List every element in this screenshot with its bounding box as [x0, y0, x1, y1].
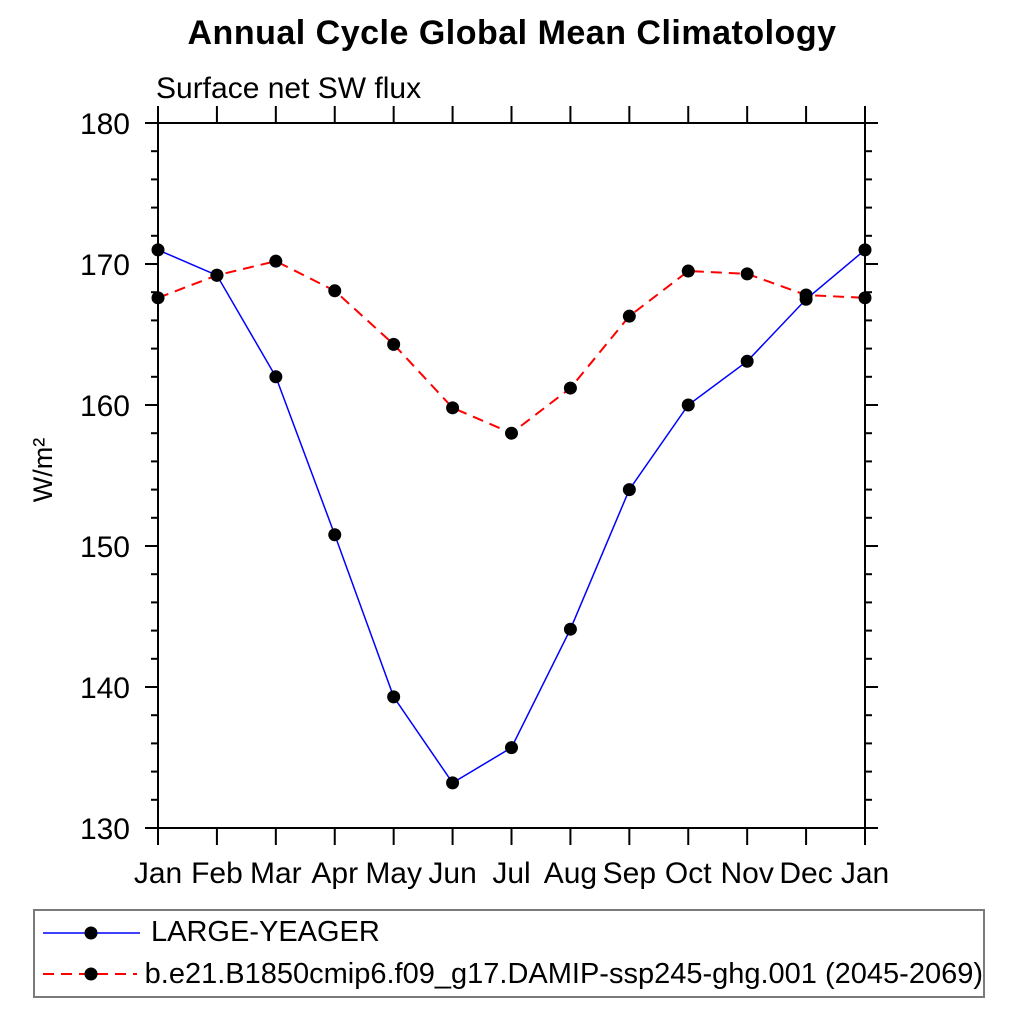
x-tick-label: Apr	[311, 857, 358, 890]
legend-box: LARGE-YEAGER b.e21.B1850cmip6.f09_g17.DAM…	[33, 909, 985, 998]
x-tick-label: Jul	[492, 857, 530, 890]
x-tick-label: Jun	[428, 857, 476, 890]
x-tick-label: Mar	[250, 857, 302, 890]
data-point-marker	[446, 401, 460, 415]
data-point-marker	[151, 243, 165, 257]
legend-label: LARGE-YEAGER	[151, 916, 380, 949]
y-tick-label: 140	[80, 672, 130, 705]
legend-item: b.e21.B1850cmip6.f09_g17.DAMIP-ssp245-gh…	[43, 954, 983, 994]
legend-line-swatch	[43, 967, 137, 981]
legend-item: LARGE-YEAGER	[43, 913, 983, 953]
data-point-marker	[210, 268, 224, 282]
x-tick-label: Aug	[544, 857, 597, 890]
y-tick-label: 130	[80, 813, 130, 846]
data-point-marker	[269, 254, 283, 268]
data-point-marker	[505, 741, 518, 755]
legend-marker-icon	[84, 926, 98, 940]
plot-frame	[157, 122, 866, 829]
data-point-marker	[563, 622, 577, 636]
y-tick-label: 170	[80, 249, 130, 282]
x-tick-label: Feb	[191, 857, 243, 890]
x-tick-label: Nov	[720, 857, 773, 890]
data-point-marker	[740, 267, 754, 281]
x-tick-label: May	[365, 857, 422, 890]
chart-subtitle: Surface net SW flux	[156, 72, 422, 105]
data-point-marker	[151, 291, 165, 305]
legend-label: b.e21.B1850cmip6.f09_g17.DAMIP-ssp245-gh…	[144, 957, 983, 990]
data-point-marker	[269, 370, 283, 384]
series-line-large-yeager	[157, 249, 866, 784]
data-point-marker	[858, 291, 872, 305]
y-tick-label: 180	[80, 108, 130, 141]
data-point-marker	[799, 288, 813, 302]
data-point-marker	[446, 776, 460, 790]
data-point-marker	[387, 337, 401, 351]
data-point-marker	[622, 483, 636, 497]
chart-plot-area: 130 140 150 160 170 180 Jan Feb Mar Apr May Jun Jul A…	[28, 106, 889, 890]
y-tick-label: 160	[80, 390, 130, 423]
series-line-model	[157, 260, 866, 435]
x-tick-label: Sep	[603, 857, 656, 890]
data-point-marker	[858, 243, 872, 257]
data-point-marker	[505, 426, 518, 440]
data-point-marker	[563, 381, 577, 395]
data-point-marker	[681, 264, 695, 278]
x-tick-label: Dec	[779, 857, 832, 890]
x-tick-label: Jan	[134, 857, 182, 890]
y-tick-label: 150	[80, 531, 130, 564]
legend-line-swatch	[43, 926, 140, 940]
data-point-marker	[328, 528, 342, 542]
x-tick-label: Oct	[665, 857, 712, 890]
chart-title: Annual Cycle Global Mean Climatology	[187, 14, 837, 52]
data-point-marker	[681, 398, 695, 412]
data-point-marker	[387, 690, 401, 704]
data-point-marker	[328, 284, 342, 298]
legend-marker-icon	[84, 967, 98, 981]
data-point-marker	[740, 354, 754, 368]
y-axis-label: W/m²	[28, 438, 58, 502]
data-point-marker	[622, 309, 636, 323]
x-tick-label: Jan	[841, 857, 889, 890]
